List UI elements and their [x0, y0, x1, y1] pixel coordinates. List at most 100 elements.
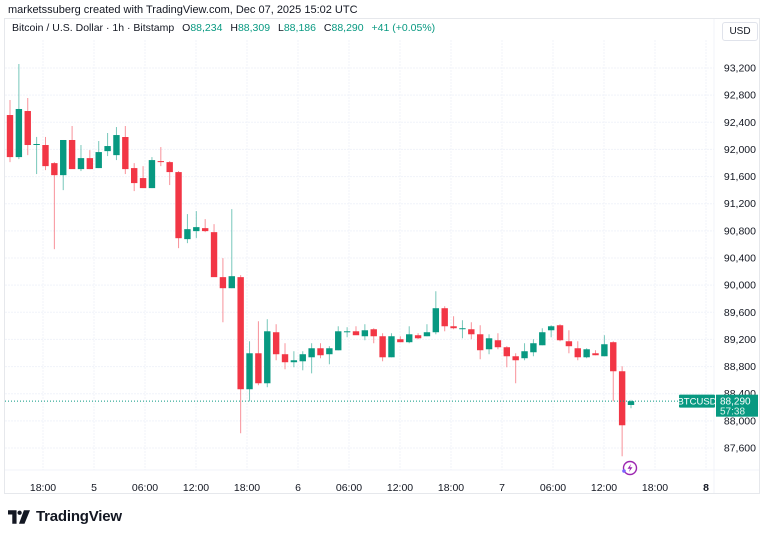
candle: [361, 324, 369, 341]
candle: [104, 133, 111, 157]
close-value: 88,290: [331, 22, 364, 34]
price-tick-label: 88,000: [724, 415, 756, 427]
candle: [352, 326, 360, 336]
open-label: O: [182, 22, 191, 34]
candle: [459, 320, 466, 339]
candle: [86, 150, 94, 170]
candle: [24, 97, 31, 156]
candle: [414, 333, 422, 340]
candle: [272, 324, 280, 361]
candle: [530, 339, 537, 357]
candle: [503, 346, 510, 368]
candle: [148, 157, 156, 189]
high-label: H: [230, 22, 238, 34]
candle: [618, 366, 626, 457]
candle: [308, 343, 315, 374]
candle: [166, 161, 173, 186]
candle: [512, 353, 519, 384]
candle: [574, 341, 581, 361]
price-tick-label: 92,400: [724, 117, 756, 129]
candle: [494, 333, 502, 350]
candle: [547, 325, 555, 338]
chart-credit: marketssuberg created with TradingView.c…: [8, 4, 358, 16]
candle: [139, 166, 147, 189]
symbol-description[interactable]: Bitcoin / U.S. Dollar · 1h · Bitstamp: [12, 22, 175, 34]
change-value: +41 (+0.05%): [371, 22, 436, 34]
candle: [246, 341, 253, 402]
tradingview-wordmark: TradingView: [36, 508, 122, 525]
price-tick-label: 92,000: [724, 144, 756, 156]
candle: [175, 171, 182, 249]
candle: [335, 326, 342, 351]
price-tick-label: 87,600: [724, 443, 756, 455]
candle: [521, 343, 528, 361]
candle: [228, 209, 235, 289]
price-tick-label: 88,800: [724, 361, 756, 373]
price-tick-label: 93,200: [724, 63, 756, 75]
candle: [476, 325, 484, 360]
time-tick-label: 8: [703, 482, 709, 494]
time-tick-label: 18:00: [30, 482, 56, 494]
candle: [468, 322, 475, 340]
candle: [15, 63, 23, 160]
candle: [113, 127, 120, 161]
candle: [122, 126, 129, 175]
candle: [485, 334, 493, 355]
candle: [281, 343, 289, 370]
candle: [601, 335, 608, 357]
symbol-tag: BTCUSD: [677, 397, 716, 408]
candle: [157, 147, 165, 167]
low-label: L: [278, 22, 284, 34]
candle: [210, 224, 218, 278]
candle: [432, 291, 440, 335]
candle: [6, 100, 14, 163]
candle: [627, 399, 635, 409]
low-value: 88,186: [283, 22, 316, 34]
candle: [388, 333, 395, 358]
price-tick-label: 90,800: [724, 225, 756, 237]
lightning-icon[interactable]: [622, 460, 638, 476]
candle: [201, 219, 209, 233]
tradingview-logo[interactable]: TradingView: [8, 508, 122, 525]
time-axis[interactable]: 18:00 5 06:00 12:00 18:00 6 06:00 12:00 18:00 7 06…: [30, 482, 709, 494]
last-price-value: 88,290: [720, 397, 751, 408]
candle: [95, 141, 102, 169]
candle: [60, 139, 67, 191]
time-tick-label: 18:00: [438, 482, 464, 494]
candle: [51, 162, 58, 250]
candle: [42, 136, 49, 171]
candle: [68, 126, 76, 170]
close-label: C: [323, 22, 332, 34]
time-tick-label: 18:00: [642, 482, 668, 494]
price-axis[interactable]: 93,200 92,800 92,400 92,000 91,600 91,200 90,8…: [724, 63, 756, 455]
price-tick-label: 91,200: [724, 198, 756, 210]
candle: [556, 324, 564, 342]
price-tick-label: 89,200: [724, 334, 756, 346]
price-tick-label: 92,800: [724, 90, 756, 102]
time-tick-label: 6: [295, 482, 301, 494]
candle: [370, 328, 377, 344]
candle: [193, 211, 200, 239]
currency-button[interactable]: USD: [722, 22, 758, 41]
price-tick-label: 90,000: [724, 280, 756, 292]
price-tick-label: 91,600: [724, 171, 756, 183]
chart-frame: [4, 18, 760, 494]
candle: [255, 321, 262, 386]
candle: [565, 330, 573, 354]
symbol-legend: Bitcoin / U.S. Dollar · 1h · Bitstamp O8…: [12, 22, 435, 34]
time-tick-label: 12:00: [387, 482, 413, 494]
candles: [6, 63, 635, 457]
candle: [299, 351, 306, 371]
time-tick-label: 06:00: [132, 482, 158, 494]
price-tick-label: 89,600: [724, 307, 756, 319]
candle: [237, 275, 244, 434]
candle: [583, 348, 590, 359]
candle: [317, 343, 324, 359]
open-value: 88,234: [190, 22, 223, 34]
candle: [184, 214, 191, 244]
bar-countdown: 57:38: [720, 407, 745, 418]
high-value: 88,309: [237, 22, 271, 34]
candle: [290, 351, 298, 368]
